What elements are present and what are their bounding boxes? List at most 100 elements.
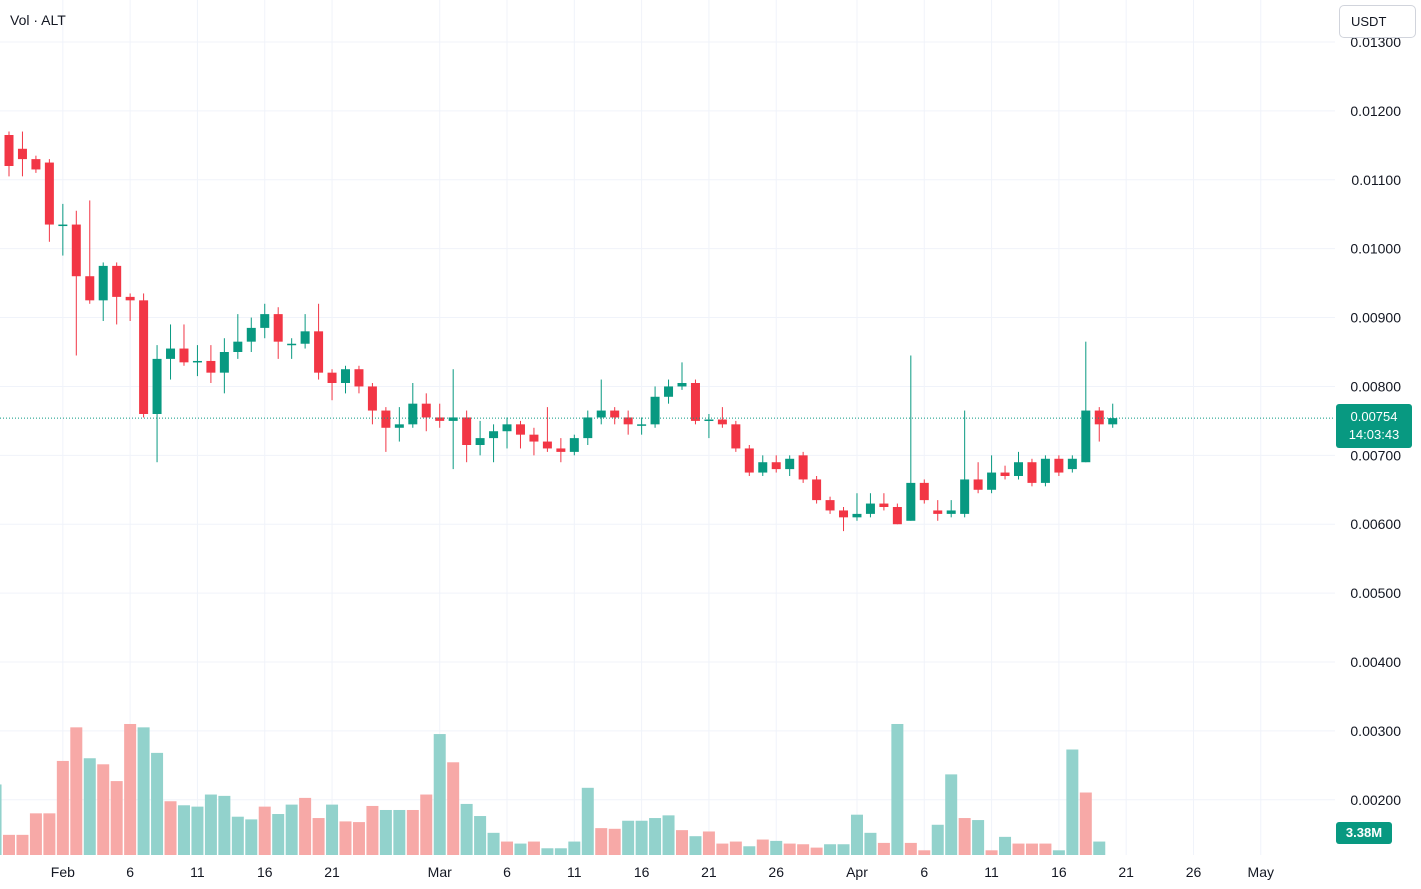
candle xyxy=(475,420,485,456)
candle-body xyxy=(1081,410,1091,463)
price-tick-label: 0.00400 xyxy=(1350,654,1401,670)
volume-bar xyxy=(151,752,164,855)
bar-countdown: 14:03:43 xyxy=(1348,427,1400,442)
candle xyxy=(448,369,458,470)
candle-body xyxy=(139,300,149,414)
volume-bar xyxy=(877,842,890,855)
time-tick-label: 26 xyxy=(768,864,784,880)
candle-body xyxy=(4,135,14,166)
price-axis[interactable]: 0.00400 0.00500 0.00600 0.00700 0.00800 0.009… xyxy=(1350,34,1401,808)
volume-bar xyxy=(299,797,312,855)
candle xyxy=(4,131,14,177)
candle-body xyxy=(31,159,41,170)
candle-body xyxy=(125,296,135,301)
candle-body xyxy=(906,482,916,521)
volume-bar xyxy=(474,816,487,855)
candle-body xyxy=(637,424,647,426)
candle-body xyxy=(381,410,391,428)
time-tick-label: 11 xyxy=(190,864,205,880)
candle-body xyxy=(260,314,270,328)
candle-body xyxy=(408,403,418,425)
candle-body xyxy=(569,438,579,452)
candle-body xyxy=(300,331,310,344)
volume-bar xyxy=(891,723,904,855)
candle-body xyxy=(677,383,687,387)
candle xyxy=(85,200,95,304)
candle xyxy=(717,407,727,428)
candle xyxy=(1027,458,1037,487)
time-tick-label: Mar xyxy=(428,864,452,880)
currency-button[interactable]: USDT xyxy=(1339,5,1416,38)
time-tick-label: May xyxy=(1248,864,1274,880)
candle-body xyxy=(892,507,902,525)
candle xyxy=(973,462,983,494)
candle-body xyxy=(596,410,606,418)
volume-bar xyxy=(231,816,244,855)
candle xyxy=(273,307,283,359)
candle xyxy=(233,314,243,359)
candle-body xyxy=(314,331,324,373)
candle-body xyxy=(219,352,229,373)
candle xyxy=(664,379,674,404)
candle xyxy=(139,293,149,418)
volume-bar xyxy=(527,841,540,855)
candle-body xyxy=(58,224,68,227)
volume-bar xyxy=(3,834,15,855)
last-price-tag: 0.00754 14:03:43 xyxy=(1336,404,1412,448)
volume-bar xyxy=(460,803,473,855)
candle xyxy=(381,407,391,452)
volume-bar xyxy=(447,762,460,855)
candle-body xyxy=(246,327,256,342)
volume-bar xyxy=(124,723,137,855)
volume-bar xyxy=(433,734,446,855)
volume-bar xyxy=(958,818,971,855)
volume-bar xyxy=(568,841,581,855)
time-axis[interactable]: 6Feb6111621Mar611162126Apr611162126May xyxy=(0,864,1274,880)
candle xyxy=(865,493,875,518)
candle xyxy=(677,362,687,390)
volume-bar xyxy=(541,848,554,855)
candle-body xyxy=(112,265,122,297)
candle-body xyxy=(98,265,108,301)
candle-body xyxy=(1014,462,1023,476)
time-tick-label: 11 xyxy=(567,864,582,880)
candle-body xyxy=(421,403,431,418)
candle-body xyxy=(327,372,337,383)
candle-body xyxy=(583,417,593,439)
candle-body xyxy=(44,162,54,225)
volume-bar xyxy=(70,727,83,855)
candle-body xyxy=(502,424,512,432)
price-tick-label: 0.01300 xyxy=(1350,34,1401,50)
series-legend[interactable]: Vol · ALT xyxy=(10,12,66,28)
volume-bar xyxy=(1039,843,1052,855)
volume-bar xyxy=(312,818,325,855)
candle xyxy=(919,479,929,504)
volume-bar xyxy=(1079,792,1092,855)
candle-body xyxy=(394,424,404,428)
candle-body xyxy=(1108,418,1118,425)
candle xyxy=(166,324,176,380)
volume-bar xyxy=(608,828,621,855)
volume-bar xyxy=(218,795,231,855)
candle-body xyxy=(1027,462,1037,483)
volume-bar xyxy=(783,843,796,855)
volume-bar xyxy=(676,830,688,855)
candle xyxy=(98,262,108,321)
candle-body xyxy=(1000,472,1010,476)
candle-body xyxy=(1067,458,1077,470)
candle-body xyxy=(71,224,81,277)
candle xyxy=(583,410,593,445)
volume-bar xyxy=(999,836,1012,855)
candle xyxy=(260,303,270,339)
candle-body xyxy=(717,419,727,425)
candle xyxy=(1094,407,1104,442)
candle-body xyxy=(623,417,633,425)
volume-bar xyxy=(662,815,675,855)
candle-body xyxy=(610,410,620,418)
volume-bar xyxy=(43,813,56,855)
candle xyxy=(408,383,418,428)
volume-bar xyxy=(393,809,406,855)
volume-bar xyxy=(379,809,392,855)
candle xyxy=(489,424,499,463)
